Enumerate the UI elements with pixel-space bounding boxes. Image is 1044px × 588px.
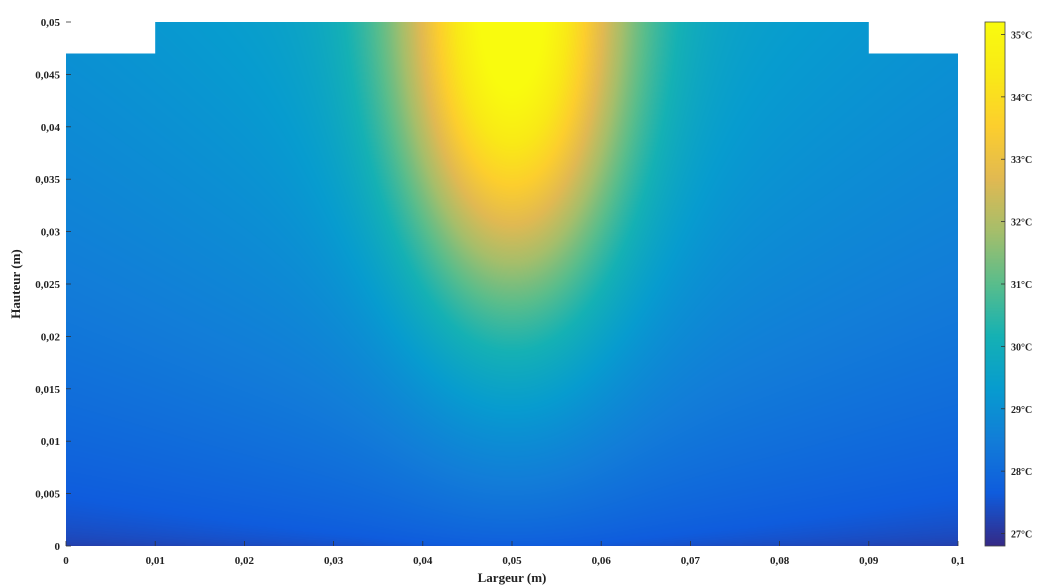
x-tick-label: 0 <box>63 555 69 567</box>
x-tick-label: 0,08 <box>770 555 790 567</box>
y-tick-label: 0,015 <box>35 384 60 396</box>
y-tick-label: 0 <box>55 541 61 553</box>
colorbar-tick-label: 28°C <box>1011 467 1032 478</box>
y-tick-label: 0,05 <box>41 17 61 29</box>
temperature-field <box>66 22 958 546</box>
colorbar-tick-label: 35°C <box>1011 30 1032 41</box>
x-tick-label: 0,1 <box>951 555 965 567</box>
y-axis: 0 0,005 0,01 0,015 0,02 0,025 0,03 0,035 0,04 0,0… <box>35 17 71 553</box>
x-tick-label: 0,07 <box>681 555 701 567</box>
colorbar-tick-label: 32°C <box>1011 218 1032 229</box>
y-axis-label: Hauteur (m) <box>8 249 23 318</box>
y-tick-label: 0,025 <box>35 279 60 291</box>
x-axis-label: Largeur (m) <box>478 570 547 585</box>
colorbar-tick-label: 33°C <box>1011 155 1032 166</box>
x-tick-label: 0,04 <box>413 555 433 567</box>
y-tick-label: 0,04 <box>41 122 61 134</box>
x-tick-label: 0,03 <box>324 555 344 567</box>
y-tick-label: 0,045 <box>35 69 60 81</box>
colorbar-ticks: 27°C 28°C 29°C 30°C 31°C 32°C 33°C 34°C 35°C <box>1001 30 1032 541</box>
y-tick-label: 0,02 <box>41 331 61 343</box>
y-tick-label: 0,03 <box>41 227 61 239</box>
x-axis: 0 0,01 0,02 0,03 0,04 0,05 0,06 0,07 0,08 0,09 0,1 <box>63 541 965 567</box>
y-tick-label: 0,035 <box>35 174 60 186</box>
y-tick-label: 0,01 <box>41 436 60 448</box>
y-tick-label: 0,005 <box>35 489 60 501</box>
x-tick-label: 0,09 <box>859 555 879 567</box>
x-tick-label: 0,02 <box>235 555 255 567</box>
colorbar-tick-label: 30°C <box>1011 342 1032 353</box>
colorbar-tick-label: 31°C <box>1011 280 1032 291</box>
colorbar-tick-label: 27°C <box>1011 530 1032 541</box>
x-tick-label: 0,05 <box>502 555 522 567</box>
x-tick-label: 0,06 <box>592 555 612 567</box>
x-tick-label: 0,01 <box>146 555 165 567</box>
colorbar: 27°C 28°C 29°C 30°C 31°C 32°C 33°C 34°C 35°C <box>984 21 1032 547</box>
colorbar-tick-label: 29°C <box>1011 405 1032 416</box>
colorbar-tick-label: 34°C <box>1011 93 1032 104</box>
colorbar-gradient <box>985 22 1005 546</box>
plot-area <box>66 22 958 546</box>
